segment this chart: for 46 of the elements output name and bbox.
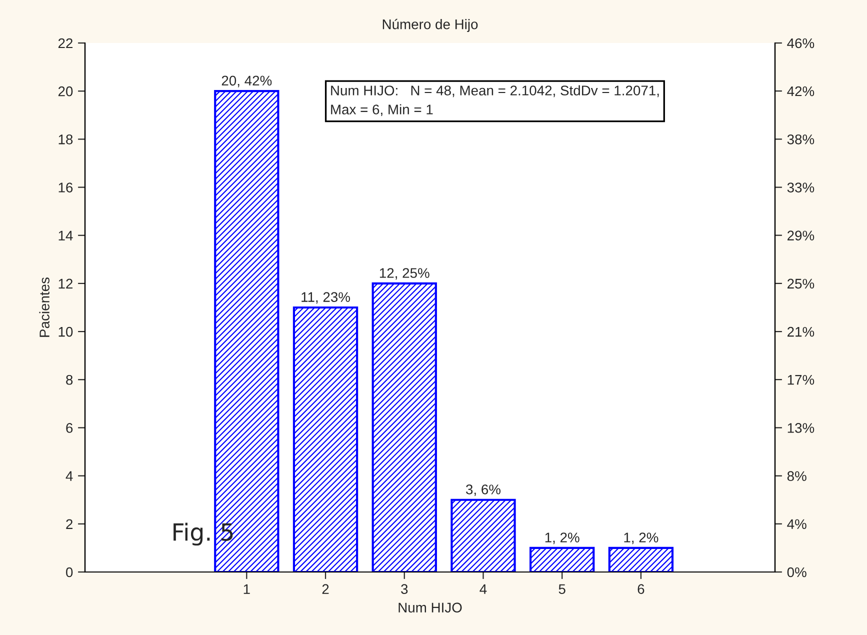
text: 1, 2% xyxy=(545,532,580,544)
bar xyxy=(530,546,595,572)
y2-tick-label: 13% xyxy=(788,423,814,433)
y-tick-label: 2 xyxy=(66,519,72,529)
bar xyxy=(292,306,358,572)
bar xyxy=(372,282,437,572)
text: 3, 6% xyxy=(466,484,500,496)
text: 20, 42% xyxy=(222,76,272,88)
y-tick-label: 10 xyxy=(58,326,73,337)
x-tick-label: 1 xyxy=(244,584,250,594)
y-tick-label: 8 xyxy=(66,374,73,385)
y-axis-title: Pacientes xyxy=(39,278,50,337)
y2-tick-label: 42% xyxy=(787,86,814,96)
text: 12, 25% xyxy=(380,268,430,280)
y-tick-label: 0 xyxy=(66,567,73,578)
x-tick-label: 5 xyxy=(558,584,566,594)
text: 11, 23% xyxy=(302,292,350,304)
bar xyxy=(214,90,280,572)
x-tick-label: 3 xyxy=(401,584,408,594)
bar xyxy=(450,498,516,572)
y2-tick-label: 38% xyxy=(787,134,814,144)
y2-tick-label: 29% xyxy=(788,230,814,240)
y-tick-label: 22 xyxy=(58,38,72,48)
chart-title: Número de Hijo xyxy=(382,18,478,32)
y-tick-label: 18 xyxy=(58,134,73,144)
y-tick-label: 12 xyxy=(58,278,72,288)
y2-tick-label: 0% xyxy=(787,567,806,578)
x-axis-title: Num HIJO xyxy=(398,602,462,613)
annotation: Num HIJO: N = 48, Mean = 2.1042, StdDv = 1.2071, Max = 6, Min = 1 xyxy=(331,85,659,116)
y2-tick-label: 8% xyxy=(787,471,806,482)
x-tick-label: 2 xyxy=(322,584,329,594)
y2-tick-label: 17% xyxy=(788,374,814,385)
y2-tick-label: 33% xyxy=(787,182,814,192)
y-tick-label: 16 xyxy=(58,182,73,192)
y2-tick-label: 25% xyxy=(788,278,814,289)
x-tick-label: 4 xyxy=(480,584,487,594)
y-tick-label: 14 xyxy=(58,230,73,240)
bar xyxy=(608,546,674,572)
y-tick-label: 4 xyxy=(66,471,73,481)
y-tick-label: 20 xyxy=(58,86,73,96)
y2-tick-label: 46% xyxy=(787,38,814,48)
y-tick-label: 6 xyxy=(66,423,73,433)
text: 1, 2% xyxy=(624,532,658,544)
y2-tick-label: 4% xyxy=(787,519,806,529)
y2-tick-label: 21% xyxy=(788,326,814,337)
x-tick-label: 6 xyxy=(638,584,644,594)
